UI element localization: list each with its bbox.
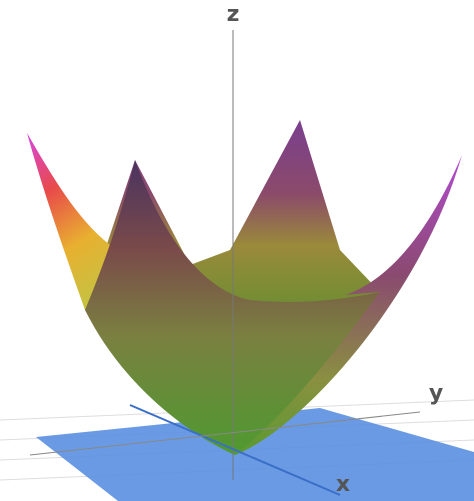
x-label: x [336,472,350,497]
y-label: y [429,381,443,406]
y-axis [29,411,421,456]
xy-plane [36,408,474,501]
x-axis [129,404,341,496]
z-label: z [227,2,240,27]
